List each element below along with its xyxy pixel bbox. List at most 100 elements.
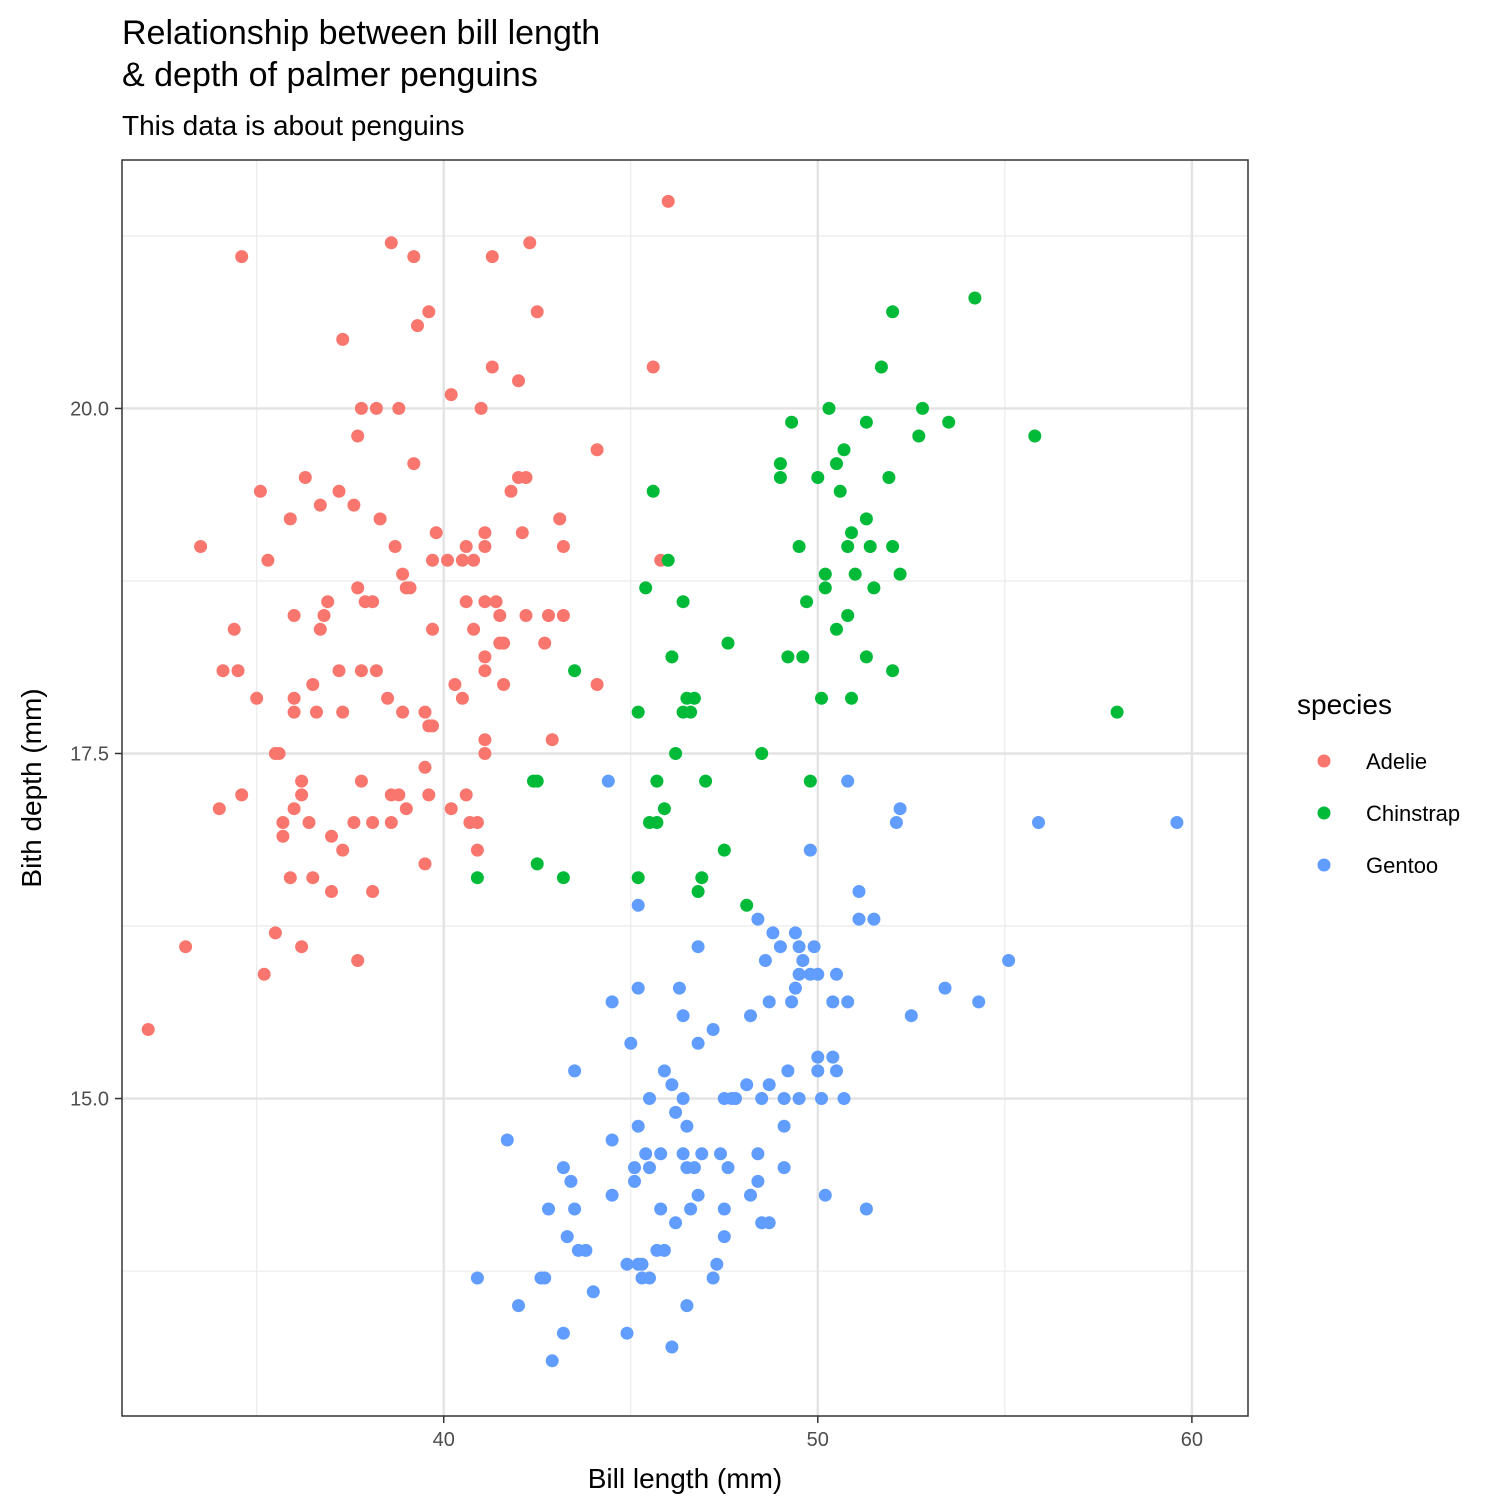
legend-key-adelie bbox=[1317, 754, 1331, 768]
point-chinstrap bbox=[882, 471, 896, 484]
point-chinstrap bbox=[845, 691, 858, 705]
point-chinstrap bbox=[841, 540, 855, 553]
point-gentoo bbox=[852, 912, 866, 926]
point-chinstrap bbox=[650, 774, 664, 788]
point-gentoo bbox=[560, 1230, 574, 1244]
point-gentoo bbox=[545, 1354, 559, 1368]
point-gentoo bbox=[687, 1161, 701, 1175]
point-adelie bbox=[426, 553, 439, 567]
point-adelie bbox=[556, 609, 570, 622]
point-chinstrap bbox=[886, 664, 900, 678]
point-adelie bbox=[369, 401, 383, 415]
point-adelie bbox=[287, 609, 301, 622]
point-adelie bbox=[366, 885, 380, 898]
point-chinstrap bbox=[721, 636, 735, 650]
point-gentoo bbox=[889, 816, 903, 829]
point-gentoo bbox=[628, 1174, 641, 1188]
point-gentoo bbox=[740, 1078, 754, 1092]
point-gentoo bbox=[643, 1271, 656, 1285]
point-chinstrap bbox=[837, 443, 851, 457]
point-adelie bbox=[426, 622, 439, 636]
point-adelie bbox=[441, 553, 454, 567]
point-gentoo bbox=[654, 1202, 668, 1216]
point-gentoo bbox=[1032, 816, 1045, 829]
point-gentoo bbox=[773, 940, 787, 954]
legend: species Adelie Chinstrap Gentoo bbox=[1297, 689, 1460, 878]
point-adelie bbox=[392, 788, 406, 802]
point-adelie bbox=[470, 816, 484, 829]
point-gentoo bbox=[669, 1216, 683, 1230]
point-adelie bbox=[523, 236, 537, 250]
point-chinstrap bbox=[781, 650, 795, 664]
x-tick-label: 50 bbox=[807, 1429, 829, 1451]
data-points bbox=[141, 194, 1184, 1368]
point-adelie bbox=[272, 747, 286, 760]
point-adelie bbox=[381, 691, 395, 705]
point-gentoo bbox=[512, 1299, 525, 1313]
point-gentoo bbox=[620, 1326, 634, 1340]
point-gentoo bbox=[586, 1285, 600, 1299]
point-gentoo bbox=[830, 1064, 843, 1078]
point-gentoo bbox=[691, 1188, 705, 1202]
point-gentoo bbox=[684, 1202, 698, 1216]
point-gentoo bbox=[867, 912, 881, 926]
point-gentoo bbox=[859, 1202, 873, 1216]
point-adelie bbox=[497, 678, 511, 691]
point-adelie bbox=[545, 733, 559, 747]
point-adelie bbox=[388, 540, 402, 553]
point-chinstrap bbox=[848, 567, 862, 581]
point-adelie bbox=[493, 609, 507, 622]
point-adelie bbox=[384, 816, 398, 829]
point-adelie bbox=[459, 788, 473, 802]
point-chinstrap bbox=[863, 540, 877, 553]
point-adelie bbox=[418, 760, 432, 774]
point-gentoo bbox=[635, 1257, 649, 1271]
point-adelie bbox=[306, 871, 320, 885]
point-gentoo bbox=[777, 1161, 791, 1175]
point-adelie bbox=[590, 443, 604, 457]
point-adelie bbox=[553, 512, 567, 526]
point-gentoo bbox=[762, 995, 776, 1009]
point-adelie bbox=[455, 553, 469, 567]
point-gentoo bbox=[721, 1161, 735, 1175]
point-adelie bbox=[354, 401, 368, 415]
point-adelie bbox=[250, 691, 264, 705]
legend-key-gentoo bbox=[1317, 858, 1331, 872]
point-adelie bbox=[444, 388, 458, 402]
point-chinstrap bbox=[811, 471, 825, 484]
point-adelie bbox=[467, 622, 481, 636]
point-gentoo bbox=[792, 940, 806, 954]
point-adelie bbox=[444, 802, 458, 816]
point-gentoo bbox=[766, 926, 780, 940]
point-gentoo bbox=[665, 1078, 679, 1092]
point-adelie bbox=[179, 940, 193, 954]
point-gentoo bbox=[669, 1105, 683, 1119]
point-gentoo bbox=[830, 967, 843, 981]
y-tick-label: 17.5 bbox=[70, 743, 109, 765]
point-gentoo bbox=[893, 802, 907, 816]
point-adelie bbox=[332, 484, 346, 498]
y-axis-title: Bith depth (mm) bbox=[16, 688, 47, 887]
point-gentoo bbox=[807, 940, 821, 954]
point-gentoo bbox=[631, 981, 645, 995]
point-gentoo bbox=[811, 1064, 825, 1078]
point-adelie bbox=[295, 940, 309, 954]
point-chinstrap bbox=[699, 774, 713, 788]
y-axis: 15.0 17.5 20.0 bbox=[70, 398, 122, 1111]
point-adelie bbox=[306, 678, 320, 691]
point-chinstrap bbox=[874, 360, 888, 374]
point-chinstrap bbox=[530, 774, 544, 788]
x-axis: 40 50 60 bbox=[433, 1416, 1203, 1451]
point-adelie bbox=[351, 954, 365, 967]
x-tick-label: 60 bbox=[1181, 1429, 1203, 1451]
point-adelie bbox=[426, 719, 439, 733]
point-gentoo bbox=[706, 1023, 720, 1036]
point-chinstrap bbox=[830, 457, 843, 471]
point-adelie bbox=[407, 457, 421, 471]
point-adelie bbox=[478, 733, 492, 747]
y-tick-label: 15.0 bbox=[70, 1089, 109, 1111]
major-gridlines bbox=[122, 160, 1248, 1416]
point-chinstrap bbox=[773, 471, 787, 484]
point-chinstrap bbox=[859, 512, 873, 526]
